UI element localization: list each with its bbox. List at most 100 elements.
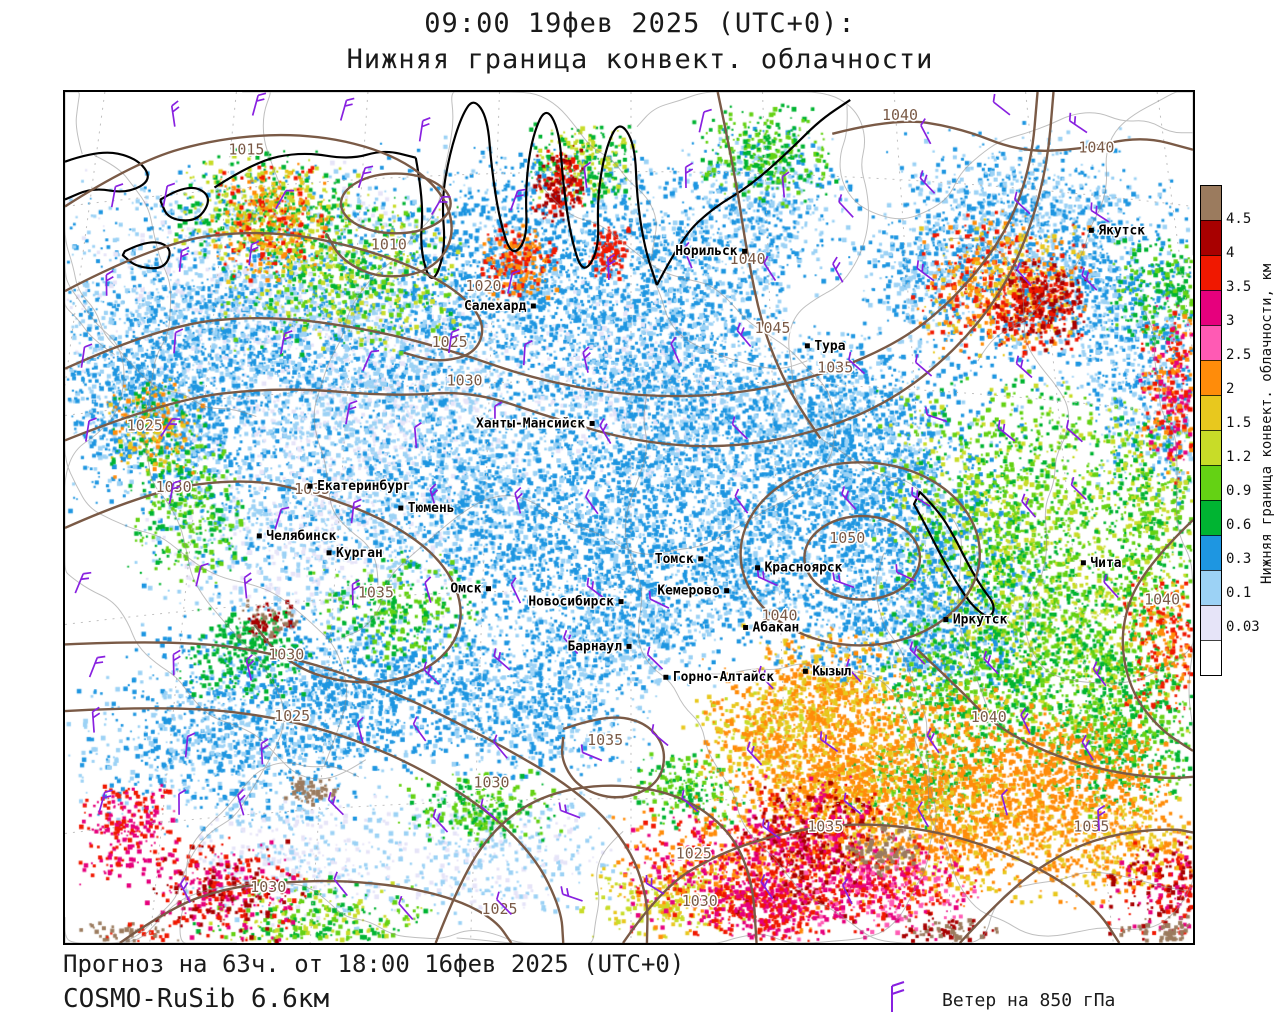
cities: Якутск Норильск Салехард Тура Ханты-Мансийск…	[256, 222, 1147, 686]
isobar-label: 1030	[474, 774, 510, 792]
city-marker	[326, 550, 332, 556]
colorbar-tick-label: 4.5	[1226, 211, 1252, 227]
wind-barb-icon	[1103, 574, 1119, 599]
wind-barb-icon	[1016, 262, 1032, 287]
city-marker	[307, 483, 313, 489]
wind-barb-icon	[1015, 355, 1033, 379]
wind-barb-icon	[429, 483, 439, 511]
wind-barb-icon	[493, 648, 511, 671]
wind-barb-icon	[1065, 419, 1083, 443]
isobar-label: 1035	[294, 480, 330, 498]
wind-barb-icon	[412, 716, 427, 742]
wind-barb-icon	[843, 792, 862, 815]
wind-barb-icon	[448, 328, 460, 354]
colorbar-labels: 4.5 4 3.5 3 2.5 2 1.5 1.2 0.9 0.6 0.3 0.1 0.03	[1226, 185, 1266, 665]
city-label: Ханты-Мансийск	[476, 416, 585, 431]
map-title-parameter: Нижняя граница конвект. облачности	[346, 44, 934, 75]
wind-barb-icon	[91, 706, 101, 733]
wind-barb-icon	[670, 336, 681, 364]
wind-barb-icon	[356, 716, 364, 744]
wind-barb-icon	[350, 498, 362, 524]
wind-barb-icon	[563, 629, 579, 655]
colorbar-segment	[1201, 605, 1221, 640]
wind-barb-icon	[580, 744, 603, 762]
wind-barb-icon	[746, 741, 763, 766]
wind-barb-icon	[983, 650, 999, 675]
city-marker	[1088, 227, 1094, 233]
colorbar-segment	[1201, 325, 1221, 360]
wind-barb-icon	[646, 646, 664, 670]
city-marker	[530, 303, 536, 309]
wind-barb-icon	[926, 727, 940, 754]
isobar-label: 1035	[358, 584, 394, 602]
wind-barb-icon	[1068, 112, 1088, 134]
wind-barb-icon	[586, 577, 605, 599]
wind-barb-icon	[274, 506, 290, 530]
isobar-label: 1010	[371, 235, 407, 253]
wind-barb-icon	[1090, 202, 1110, 223]
coastline	[65, 99, 995, 618]
city-label: Новосибирск	[528, 595, 614, 610]
city-marker	[486, 586, 491, 592]
graticule	[65, 92, 1193, 943]
wind-barb-icon	[248, 240, 260, 266]
wind-barb-icon	[418, 117, 431, 142]
wind-barb-icon	[280, 330, 293, 355]
wind-barb-icon	[911, 487, 931, 507]
wind-barb-icon	[599, 418, 612, 444]
city-marker	[256, 533, 262, 539]
wind-barb-icon	[333, 871, 348, 897]
city-marker	[1080, 560, 1086, 566]
colorbar-segment	[1201, 430, 1221, 465]
isobar-label: 1040	[882, 106, 918, 124]
wind-barb-icon	[845, 658, 862, 683]
wind-barb-icon	[1020, 707, 1031, 734]
city-marker	[742, 248, 748, 254]
wind-barb-icon	[1000, 788, 1009, 816]
wind-barb-icon	[1092, 661, 1107, 687]
wind-barb-icon	[98, 789, 113, 813]
wind-barb-icon	[160, 417, 181, 437]
wind-barb-icon	[110, 183, 124, 208]
city-label: Курган	[336, 546, 383, 561]
wind-barb-icon	[195, 562, 209, 587]
wind-barb-icon	[74, 571, 92, 594]
colorbar-tick-label: 0.6	[1226, 517, 1252, 533]
city-marker	[626, 643, 632, 649]
wind-barb-icon	[914, 354, 933, 377]
city-label: Якутск	[1098, 223, 1145, 238]
wind-barb-icon	[413, 422, 422, 449]
wind-barb-icon	[432, 808, 449, 833]
city-marker	[743, 624, 749, 630]
city-marker	[663, 674, 669, 680]
wind-barb-icon	[1013, 191, 1031, 215]
city-label: Тюмень	[408, 501, 455, 516]
isobar-label: 1025	[481, 900, 517, 918]
wind-barb-icon	[924, 406, 948, 423]
wind-barb-icon	[558, 802, 581, 819]
city-label: Тура	[814, 339, 845, 354]
wind-barb-icon	[582, 346, 591, 373]
wind-barb-icon	[495, 891, 513, 916]
wind-barb-icon	[763, 255, 777, 282]
wind-barb-icon	[162, 182, 176, 207]
colorbar	[1200, 185, 1222, 676]
isobar-label: 1025	[274, 707, 310, 725]
city-label: Барнаул	[567, 639, 622, 654]
city-label: Томск	[655, 552, 694, 567]
colorbar-tick-label: 1.5	[1226, 415, 1252, 431]
wind-barb-icon	[522, 340, 533, 366]
model-info-line: COSMO-RuSib 6.6км	[63, 984, 330, 1014]
isobar-label: 1040	[1144, 591, 1180, 609]
wind-barb-icon	[848, 351, 866, 375]
map-overlay: 1015 1010 1020 1025 1030 1025 1030 1035 1035 1030…	[65, 92, 1193, 943]
wind-barb-icon	[683, 241, 693, 269]
wind-barb-legend-icon	[891, 981, 905, 1012]
city-label: Иркутск	[953, 613, 1008, 628]
wind-barb-icon	[345, 400, 358, 425]
wind-barb-icon	[178, 789, 187, 815]
wind-barb-icon	[178, 246, 190, 272]
wind-barb-icon	[480, 798, 498, 821]
city-label: Кемерово	[657, 584, 720, 599]
